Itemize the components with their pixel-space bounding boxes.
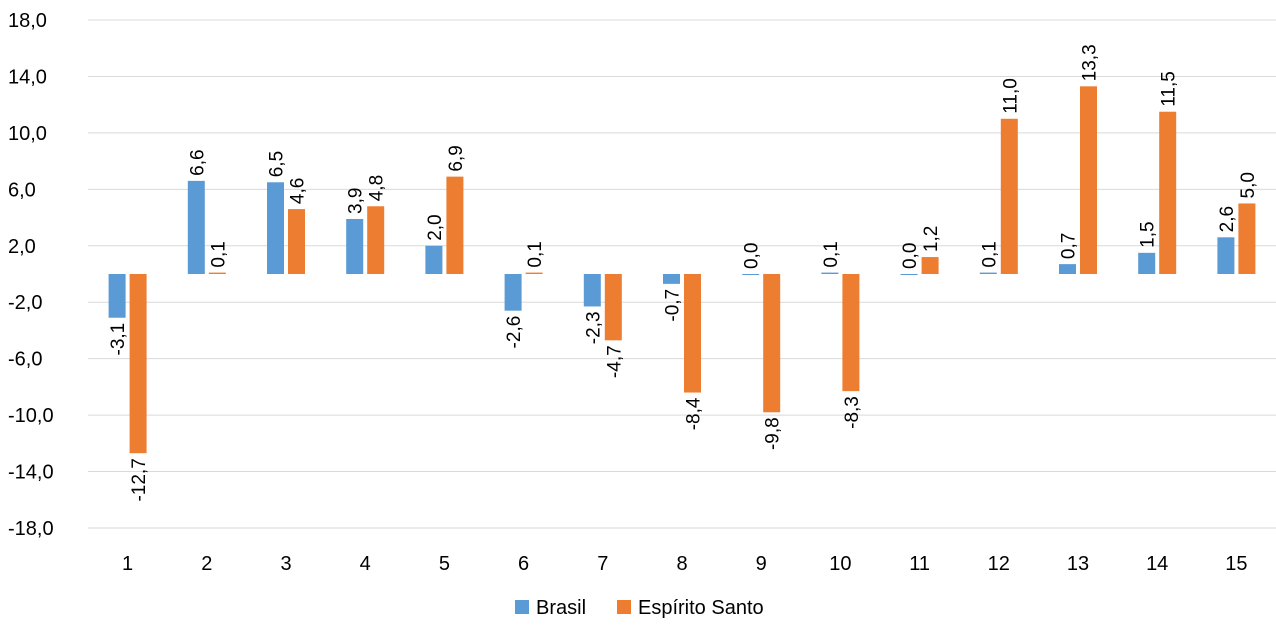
- bar-brasil: [979, 272, 997, 274]
- data-label: 2,6: [1217, 206, 1238, 232]
- bar-brasil: [346, 218, 364, 274]
- bar-espirito-santo: [129, 274, 147, 454]
- legend: Brasil Espírito Santo: [515, 597, 764, 619]
- data-label: 0,0: [900, 243, 921, 269]
- bar-brasil: [1217, 237, 1235, 274]
- y-tick-label: 2,0: [8, 236, 36, 258]
- data-label: 6,5: [267, 151, 288, 177]
- data-label: 0,1: [979, 241, 1000, 267]
- x-tick-label: 9: [756, 553, 767, 575]
- y-tick-label: -2,0: [8, 292, 42, 314]
- bar-espirito-santo: [525, 272, 543, 274]
- x-tick-label: 15: [1225, 553, 1247, 575]
- x-tick-label: 12: [988, 553, 1010, 575]
- data-label: 11,5: [1159, 71, 1180, 107]
- bar-brasil: [742, 274, 760, 275]
- data-label: 0,0: [742, 243, 763, 269]
- data-label: 11,0: [1000, 78, 1021, 114]
- y-tick-label: 10,0: [8, 123, 47, 145]
- data-label: 0,7: [1059, 233, 1080, 259]
- x-tick-label: 11: [909, 553, 930, 575]
- x-tick-label: 3: [280, 553, 291, 575]
- x-tick-label: 7: [597, 553, 608, 575]
- data-label: 2,0: [425, 214, 446, 240]
- bar-espirito-santo: [1080, 86, 1097, 274]
- legend-swatch-brasil: [515, 600, 529, 614]
- bar-espirito-santo: [763, 274, 781, 413]
- bar-brasil: [504, 274, 522, 311]
- bar-espirito-santo: [288, 209, 305, 274]
- y-tick-label: -14,0: [8, 462, 54, 484]
- bar-brasil: [267, 182, 284, 274]
- data-label: -4,7: [604, 345, 625, 378]
- data-label: 4,8: [367, 175, 388, 201]
- bar-espirito-santo: [1238, 203, 1256, 274]
- data-label: 3,9: [346, 188, 367, 214]
- bars: [108, 86, 1256, 454]
- bar-espirito-santo: [1000, 118, 1018, 275]
- data-label: -2,3: [583, 311, 604, 344]
- bar-brasil: [108, 274, 126, 318]
- bar-brasil: [1138, 252, 1156, 274]
- bar-espirito-santo: [604, 274, 622, 341]
- x-tick-label: 2: [201, 553, 212, 575]
- x-tick-label: 1: [122, 553, 133, 575]
- y-axis-tick-labels: 18,0 14,0 10,0 6,0 2,0 -2,0 -6,0 -10,0 -14,0 -18,…: [8, 10, 54, 540]
- y-tick-label: 14,0: [8, 66, 47, 88]
- x-tick-label: 13: [1067, 553, 1089, 575]
- bar-espirito-santo: [367, 206, 385, 274]
- x-tick-label: 5: [439, 553, 450, 575]
- x-tick-label: 4: [360, 553, 371, 575]
- data-label: -8,4: [684, 397, 705, 430]
- bar-brasil: [425, 245, 443, 274]
- y-tick-label: -10,0: [8, 405, 54, 427]
- bar-brasil: [900, 274, 918, 275]
- bar-brasil: [821, 272, 839, 274]
- data-label: -2,6: [504, 316, 525, 349]
- data-label: 5,0: [1238, 172, 1259, 198]
- legend-label-brasil: Brasil: [536, 597, 586, 619]
- data-label: 13,3: [1080, 44, 1101, 81]
- legend-label-espirito-santo: Espírito Santo: [638, 597, 764, 619]
- data-label: 6,9: [446, 145, 467, 171]
- x-tick-label: 6: [518, 553, 529, 575]
- x-tick-label: 14: [1146, 553, 1168, 575]
- data-label: 4,6: [288, 178, 309, 204]
- bar-espirito-santo: [684, 274, 701, 393]
- y-tick-label: -6,0: [8, 349, 42, 371]
- data-label: 1,2: [921, 226, 942, 252]
- x-axis-tick-labels: 1 2 3 4 5 6 7 8 9 10 11 12 13 14 15: [122, 553, 1247, 575]
- legend-swatch-espirito-santo: [617, 600, 631, 614]
- bar-brasil: [583, 274, 601, 307]
- y-tick-label: 6,0: [8, 179, 36, 201]
- bar-brasil: [187, 180, 205, 274]
- data-label: -12,7: [129, 458, 150, 501]
- data-label: 0,1: [821, 241, 842, 267]
- data-label: 0,1: [525, 241, 546, 267]
- bar-espirito-santo: [446, 176, 464, 274]
- y-tick-label: -18,0: [8, 518, 54, 540]
- data-label: -0,7: [663, 289, 684, 322]
- bar-espirito-santo: [208, 272, 226, 274]
- bar-espirito-santo: [842, 274, 860, 392]
- bar-espirito-santo: [1159, 111, 1177, 274]
- data-label: -8,3: [842, 396, 863, 429]
- data-label: -9,8: [763, 417, 784, 450]
- bar-brasil: [1059, 264, 1076, 274]
- y-tick-label: 18,0: [8, 10, 47, 32]
- data-label: 6,6: [187, 149, 208, 175]
- x-tick-label: 10: [829, 553, 851, 575]
- data-label: 0,1: [208, 241, 229, 267]
- x-tick-label: 8: [676, 553, 687, 575]
- bar-espirito-santo: [921, 257, 939, 274]
- data-labels: -3,1 -12,7 6,6 0,1 6,54,6 3,9 4,8 2,0 6,9 -2,6 0,1…: [108, 44, 1259, 501]
- gridlines: [88, 19, 1276, 529]
- data-label: 1,5: [1138, 221, 1159, 247]
- data-label: -3,1: [108, 323, 129, 356]
- bar-brasil: [663, 274, 680, 284]
